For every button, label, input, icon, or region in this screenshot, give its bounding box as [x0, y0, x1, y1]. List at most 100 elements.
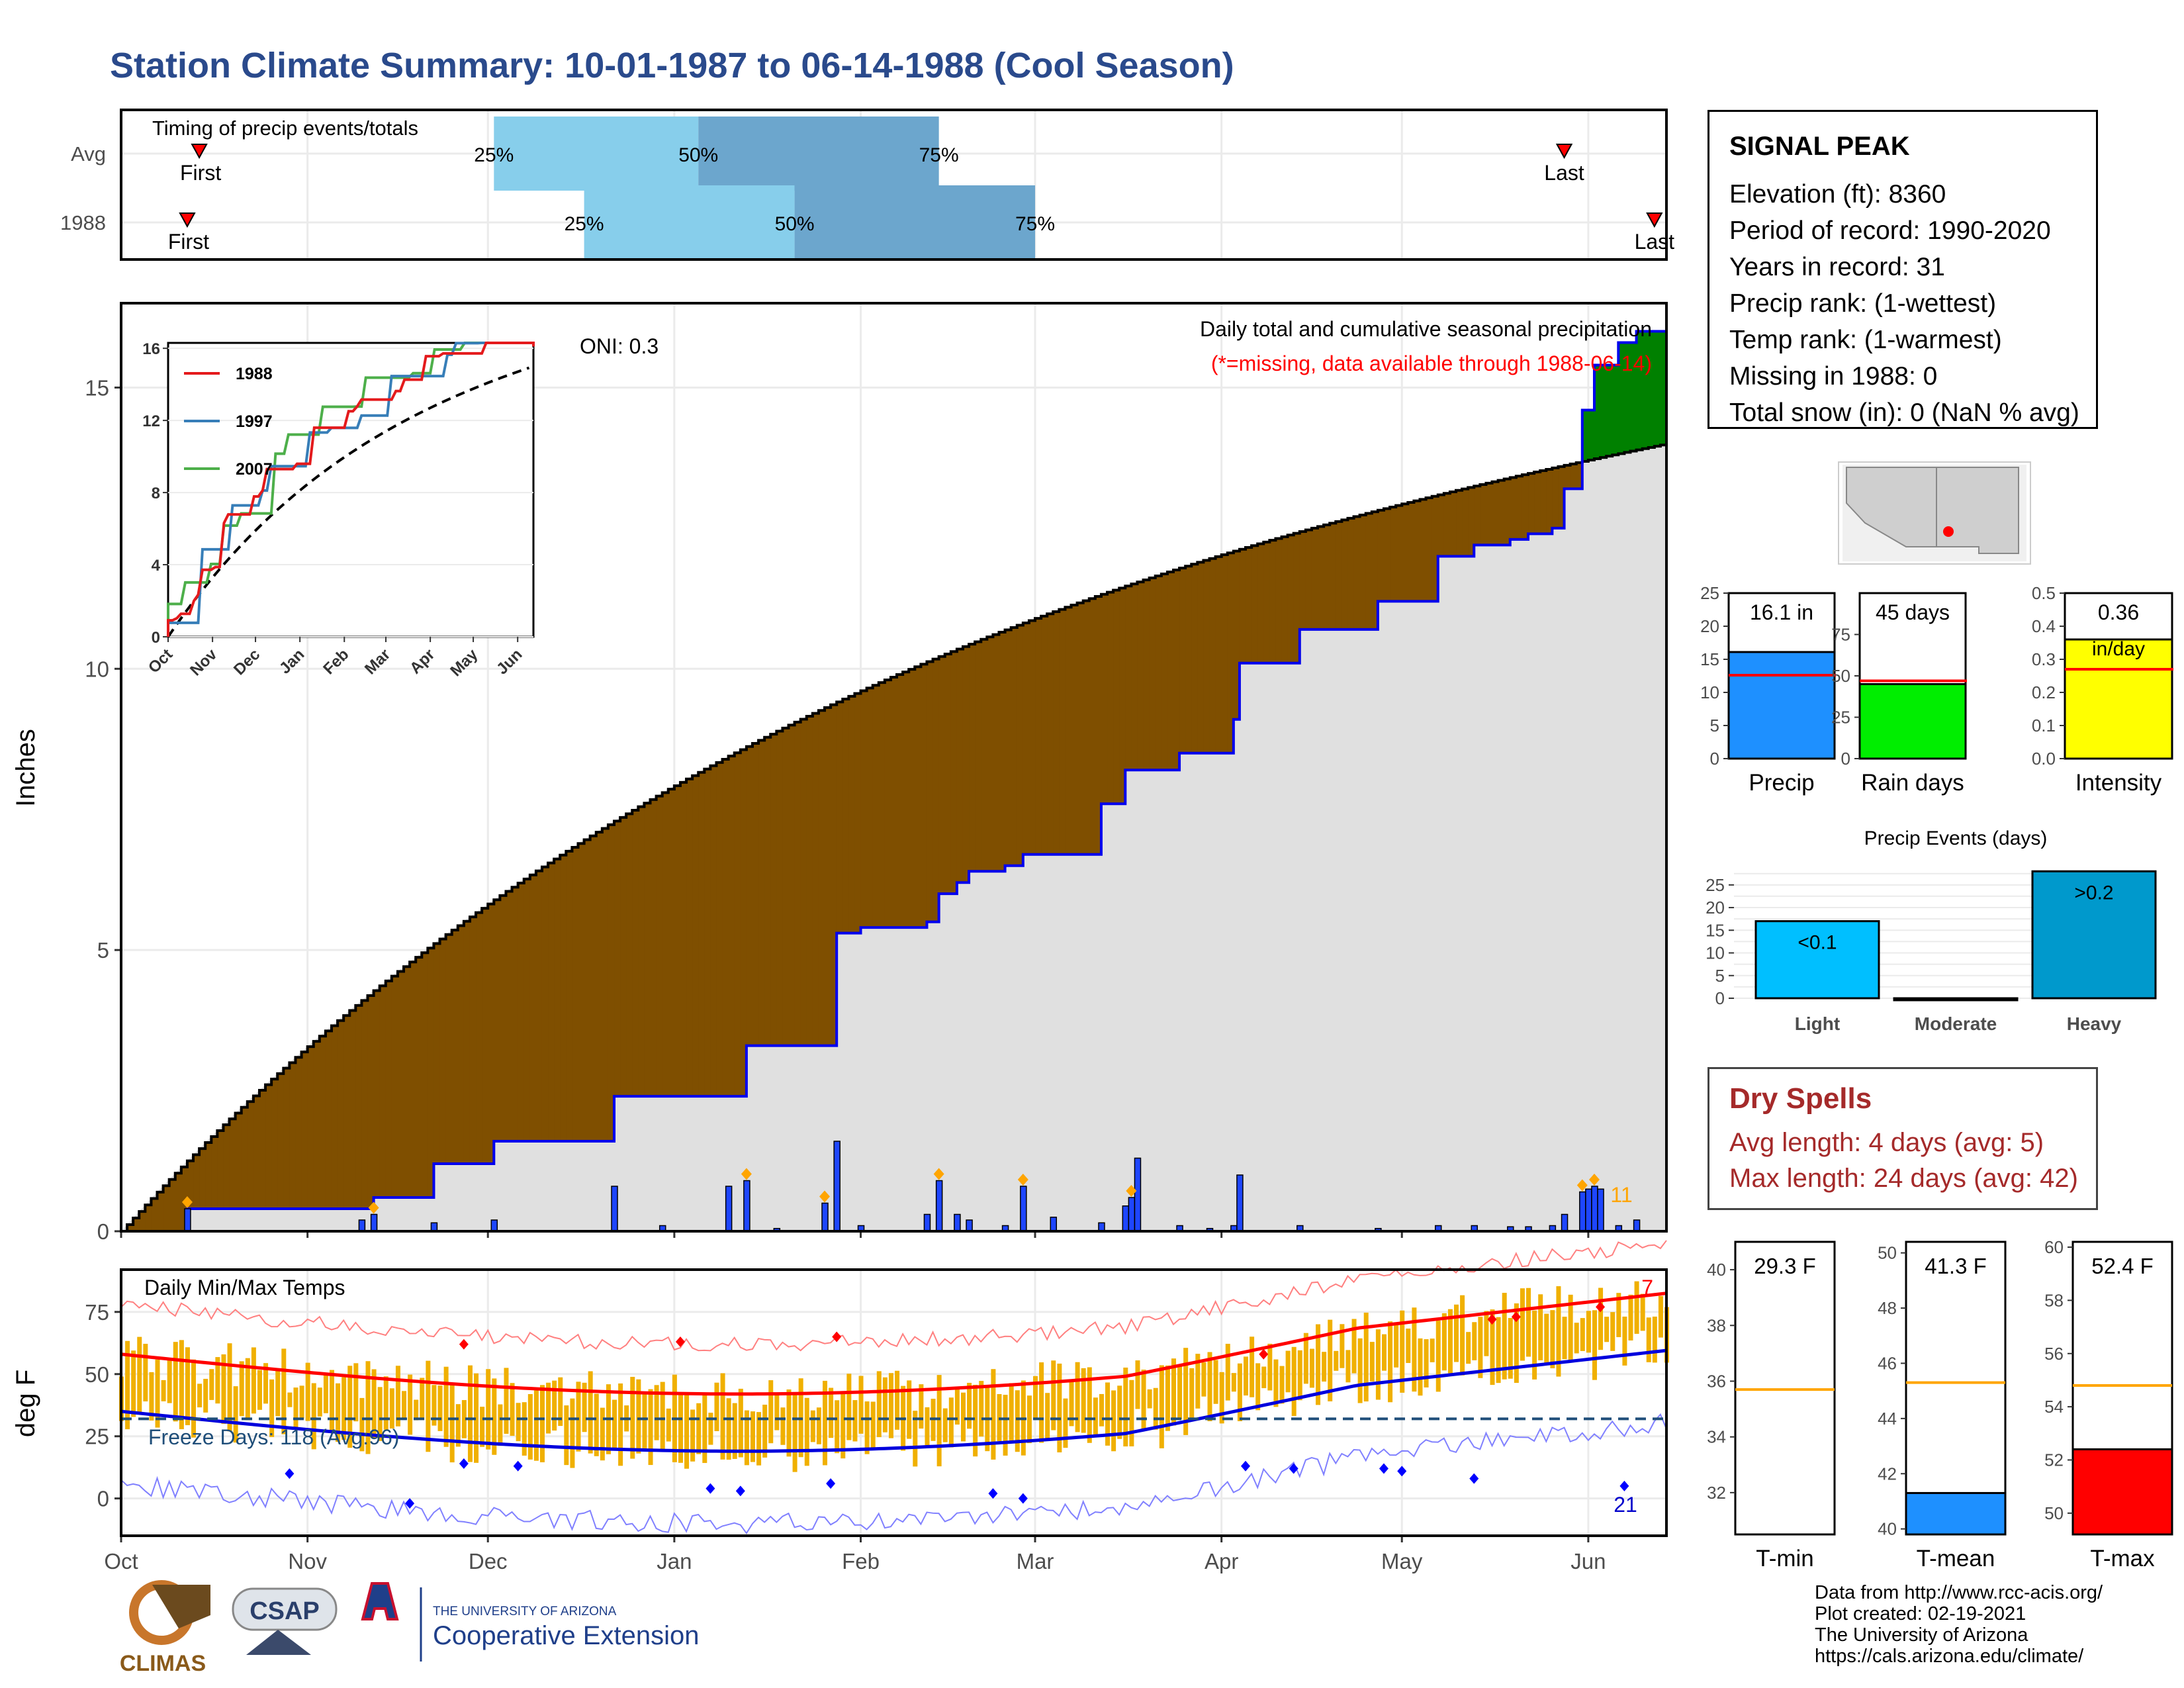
daily-temp-bar [1316, 1324, 1321, 1405]
below-avg-fill [1534, 472, 1541, 534]
above-avg-fill [1624, 342, 1631, 453]
below-avg-fill [193, 1154, 200, 1209]
below-avg-fill [608, 824, 615, 1142]
daily-temp-bar [1345, 1350, 1351, 1383]
below-avg-fill [217, 1131, 224, 1209]
event-category-label: Moderate [1915, 1013, 1997, 1034]
daily-temp-bar [594, 1393, 599, 1456]
record-high-count: 7 [1641, 1276, 1653, 1299]
daily-temp-bar [1267, 1343, 1273, 1391]
page-title: Station Climate Summary: 10-01-1987 to 0… [110, 46, 1234, 85]
temp-bars-panel: 32 34 36 38 40 29.3 F T-min 40 42 44 46 48 50 41.3 F T… [1707, 1237, 2173, 1571]
below-avg-fill [950, 651, 958, 894]
daily-temp-bar [281, 1348, 287, 1434]
daily-precip-bar [1579, 1191, 1586, 1232]
daily-temp-bar [233, 1386, 238, 1443]
daily-temp-bar [486, 1369, 491, 1450]
y-tick-label: 40 [1707, 1260, 1726, 1280]
below-avg-fill [1071, 604, 1078, 855]
below-avg-fill [1143, 580, 1150, 771]
below-avg-fill [506, 891, 513, 1142]
x-tick-label: Oct [104, 1549, 138, 1573]
daily-temp-bar [203, 1378, 208, 1413]
below-avg-fill [283, 1068, 290, 1209]
y-tick-label: 5 [97, 938, 109, 962]
below-avg-fill [445, 934, 453, 1164]
daily-temp-bar [1261, 1366, 1267, 1389]
station-info-line: Precip rank: (1-wettest) [1729, 289, 1997, 318]
below-avg-fill [620, 817, 627, 1097]
daily-temp-bar [829, 1387, 834, 1438]
ua-logo-mark [361, 1582, 399, 1620]
y-tick-label: 52 [2044, 1450, 2064, 1470]
daily-temp-bar [942, 1408, 948, 1442]
below-avg-fill [1269, 540, 1276, 663]
daily-temp-bar [426, 1360, 431, 1452]
first-marker [179, 212, 196, 228]
events-panel: Precip Events (days) <0.1 Light Moderate >0.… [1706, 827, 2157, 1034]
heavy-event-marker [741, 1168, 752, 1180]
y-tick-label: 0.2 [2032, 682, 2056, 702]
daily-temp-bar [1363, 1312, 1369, 1402]
daily-temp-bar [1237, 1363, 1242, 1421]
inset-frame [167, 342, 535, 638]
below-avg-fill [151, 1198, 158, 1231]
below-avg-fill [1155, 575, 1162, 771]
timing-bar-q1 [584, 185, 795, 259]
y-tick-label: 15 [1700, 649, 1719, 669]
daily-temp-bar [1279, 1366, 1285, 1404]
legend-label: 1988 [236, 365, 273, 383]
below-avg-fill [909, 669, 915, 928]
daily-temp-bar [1435, 1320, 1441, 1392]
y-tick-label: 58 [2044, 1290, 2064, 1310]
below-avg-fill [133, 1217, 140, 1231]
daily-temp-bar [708, 1413, 713, 1445]
legend-label: 2007 [236, 460, 273, 479]
below-avg-fill [560, 855, 567, 1142]
below-avg-fill [927, 661, 934, 922]
below-avg-fill [1053, 611, 1060, 855]
tmax-summary-label: T-max [2090, 1546, 2155, 1571]
daily-temp-bar [1063, 1398, 1068, 1448]
avg-max-line [120, 1291, 1667, 1396]
x-tick-label: May [1381, 1549, 1423, 1573]
below-avg-fill [806, 716, 813, 1046]
below-avg-fill [1246, 547, 1252, 663]
daily-temp-bar [1424, 1339, 1429, 1387]
inset-y-tick-label: 4 [152, 557, 161, 575]
below-avg-fill [632, 810, 639, 1097]
daily-temp-bar [1622, 1316, 1627, 1366]
daily-temp-bar [823, 1380, 828, 1466]
below-avg-fill [1443, 493, 1451, 557]
below-avg-fill [734, 753, 741, 1097]
y-tick-label: 25 [1700, 583, 1719, 603]
daily-temp-bar [227, 1343, 232, 1432]
below-avg-fill [422, 953, 428, 1198]
y-tick-label: 56 [2044, 1344, 2064, 1364]
x-tick-label: Nov [288, 1549, 327, 1573]
record-low-marker [1018, 1493, 1028, 1504]
tmean-summary-frame [1905, 1241, 2007, 1536]
daily-precip-bar [1050, 1217, 1058, 1232]
below-avg-fill [241, 1107, 248, 1209]
y-tick-label: 0.3 [2032, 649, 2056, 669]
heavy-event-marker [1588, 1174, 1600, 1186]
daily-temp-bar [420, 1378, 425, 1421]
daily-temp-bar [1484, 1311, 1489, 1356]
station-name: SIGNAL PEAK [1729, 132, 1910, 161]
above-avg-fill [1600, 365, 1607, 458]
daily-temp-bar [768, 1380, 774, 1444]
below-avg-fill [572, 847, 579, 1142]
daily-temp-bar [365, 1361, 371, 1454]
below-avg-fill [229, 1119, 236, 1209]
daily-temp-bar [257, 1370, 262, 1410]
y-tick-label: 40 [1878, 1519, 1897, 1539]
event-bar [1754, 920, 1880, 1000]
locator-map [1838, 461, 2031, 565]
below-avg-fill [674, 786, 681, 1097]
y-tick-label: 34 [1707, 1427, 1726, 1447]
station-info-line: Years in record: 31 [1729, 253, 1945, 281]
below-avg-fill [993, 634, 999, 872]
below-avg-fill [361, 1000, 369, 1209]
heavy-event-marker [1126, 1185, 1137, 1197]
